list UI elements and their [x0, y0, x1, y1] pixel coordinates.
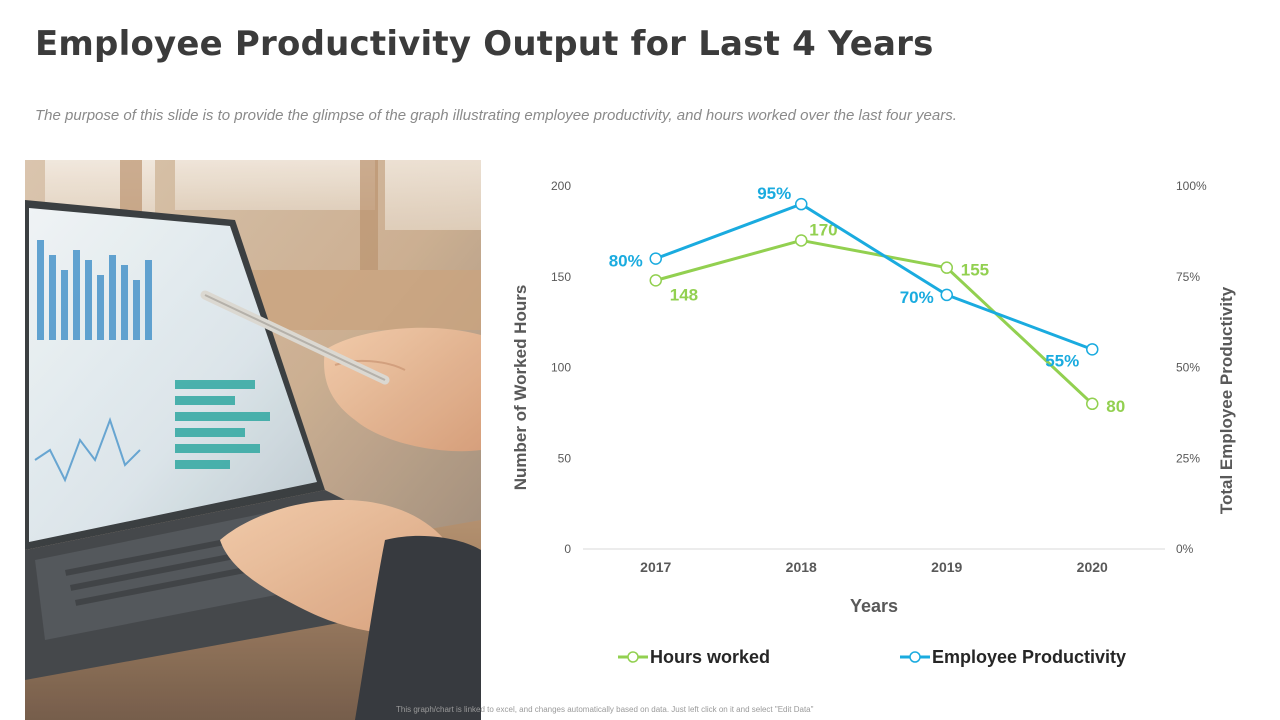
y-tick-label: 0 [564, 542, 571, 556]
y-tick-label: 100 [551, 361, 571, 375]
y2-tick-label: 25% [1176, 451, 1200, 465]
laptop-analytics-photo [25, 160, 481, 720]
y2-tick-label: 50% [1176, 361, 1200, 375]
y2-tick-label: 100% [1176, 179, 1207, 193]
data-point [795, 234, 808, 247]
photo-illustration [25, 160, 481, 720]
x-tick-label: 2017 [640, 559, 671, 575]
data-label: 80% [609, 252, 643, 271]
legend-label-productivity: Employee Productivity [932, 646, 1127, 667]
data-point [1086, 343, 1099, 356]
data-point [940, 288, 953, 302]
data-label: 95% [757, 184, 791, 203]
x-tick-label: 2018 [786, 559, 817, 575]
x-axis-title: Years [850, 596, 898, 616]
x-tick-label: 2019 [931, 559, 962, 575]
y2-tick-label: 75% [1176, 270, 1200, 284]
data-label: 155 [961, 261, 989, 280]
x-tick-label: 2020 [1077, 559, 1108, 575]
y-tick-label: 200 [551, 179, 571, 193]
page-subtitle: The purpose of this slide is to provide … [35, 107, 957, 124]
data-label: 148 [670, 285, 698, 304]
data-point [940, 261, 953, 274]
y2-tick-label: 0% [1176, 542, 1194, 556]
data-label: 80 [1106, 397, 1125, 416]
data-label: 70% [900, 288, 934, 307]
footnote: This graph/chart is linked to excel, and… [396, 705, 814, 714]
data-point [649, 252, 662, 265]
productivity-chart: 0 50 100 150 200 0% 25% 50% 75% 100% 2017 2018 2019 2… [511, 179, 1236, 616]
data-point [795, 197, 808, 211]
legend-label-hours: Hours worked [650, 646, 771, 667]
legend-item-productivity: Employee Productivity [900, 645, 1126, 669]
series-line-productivity [655, 202, 1093, 351]
page-title: Employee Productivity Output for Last 4 … [35, 24, 934, 64]
data-point [1086, 397, 1099, 411]
legend-item-hours: Hours worked [618, 645, 770, 669]
data-label: 55% [1045, 351, 1079, 370]
data-point [649, 274, 662, 287]
legend-marker-productivity [900, 651, 930, 663]
y-axis-title: Number of Worked Hours [511, 285, 530, 491]
series-line-hours [655, 238, 1094, 405]
y2-axis-title: Total Employee Productivity [1217, 286, 1236, 514]
y-tick-label: 150 [551, 270, 571, 284]
y-tick-label: 50 [558, 451, 572, 465]
data-label: 170 [809, 220, 837, 239]
legend-marker-hours [618, 651, 648, 663]
